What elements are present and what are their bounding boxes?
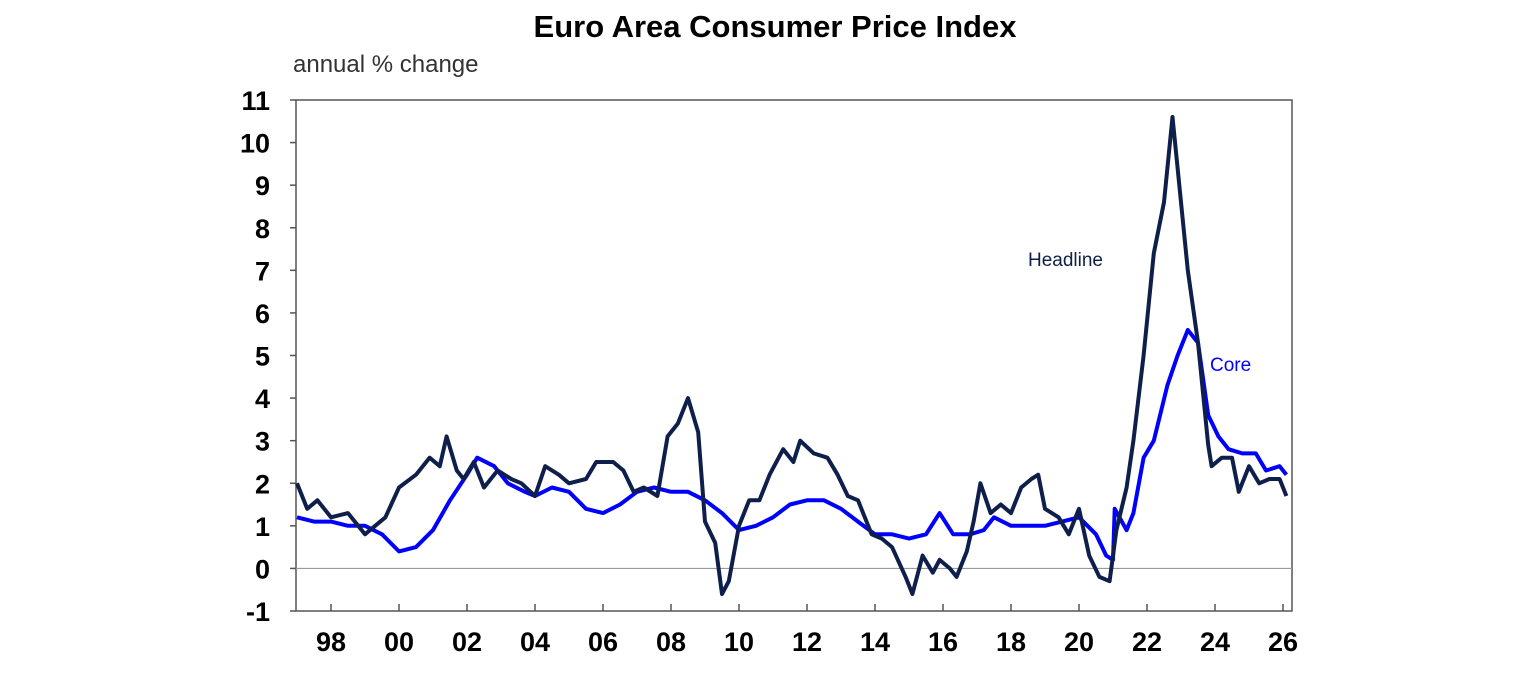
x-tick-label: 20 xyxy=(1064,627,1094,657)
y-tick-label: 3 xyxy=(255,427,270,457)
x-tick-label: 98 xyxy=(316,627,346,657)
x-tick-label: 00 xyxy=(384,627,414,657)
x-tick-label: 18 xyxy=(996,627,1026,657)
y-tick-label: 6 xyxy=(255,299,270,329)
headline-series-label: Headline xyxy=(1028,250,1103,271)
chart-title: Euro Area Consumer Price Index xyxy=(534,9,1018,44)
y-tick-label: 8 xyxy=(255,214,270,244)
x-tick-label: 24 xyxy=(1200,627,1230,657)
x-tick-label: 12 xyxy=(792,627,822,657)
headline-series-line xyxy=(295,115,1289,596)
x-tick-label: 08 xyxy=(656,627,686,657)
x-tick-label: 22 xyxy=(1132,627,1162,657)
core-series-label: Core xyxy=(1210,355,1251,376)
y-tick-label: -1 xyxy=(246,597,270,627)
y-axis-label: annual % change xyxy=(293,51,478,78)
y-tick-label: 10 xyxy=(240,129,270,159)
y-tick-label: 5 xyxy=(255,342,270,372)
y-tick-label: 1 xyxy=(255,512,270,542)
y-tick-label: 7 xyxy=(255,256,270,286)
x-tick-label: 14 xyxy=(860,627,890,657)
x-tick-label: 06 xyxy=(588,627,618,657)
y-tick-label: 0 xyxy=(255,554,270,584)
x-tick-label: 26 xyxy=(1268,627,1298,657)
y-tick-label: 9 xyxy=(255,171,270,201)
core-series-line xyxy=(296,328,1288,562)
x-tick-label: 02 xyxy=(452,627,482,657)
x-tick-label: 10 xyxy=(724,627,754,657)
y-tick-label: 2 xyxy=(255,469,270,499)
x-tick-label: 04 xyxy=(520,627,550,657)
y-tick-label: 4 xyxy=(255,384,270,414)
y-tick-label: 11 xyxy=(241,86,270,116)
x-tick-label: 16 xyxy=(928,627,958,657)
